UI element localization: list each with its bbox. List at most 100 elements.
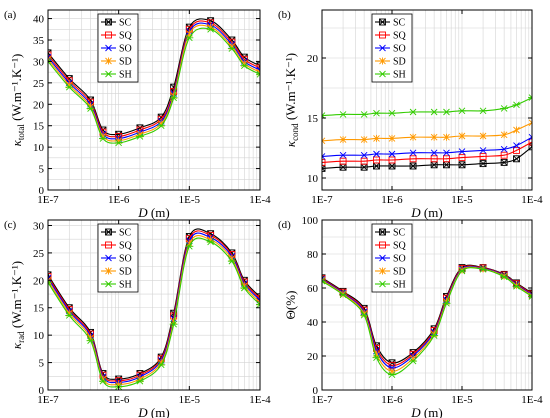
data-point-sh — [98, 135, 107, 142]
data-point-sq — [360, 157, 368, 165]
y-tick-label: 20 — [33, 275, 45, 287]
data-point-sh — [240, 284, 249, 292]
data-point-so — [373, 150, 380, 158]
plot-area — [48, 228, 260, 390]
legend-marker-sh — [104, 280, 113, 288]
legend-label-sq: SQ — [393, 241, 407, 252]
data-point-so — [430, 149, 438, 157]
chart-panel: 1E-7 1E-6 1E-5 1E-4 0 20 40 60 80 100 D (m) Θ(%) (d)… — [278, 215, 543, 418]
data-point-sh — [98, 377, 107, 385]
series-line-sq — [48, 20, 260, 138]
data-point-sc — [322, 164, 326, 172]
data-point-so — [458, 148, 466, 155]
x-axis-label: D (m) — [410, 205, 442, 220]
x-tick-label: 1E-4 — [249, 194, 271, 206]
y-tick-label: 40 — [33, 14, 45, 26]
y-tick-label: 40 — [307, 317, 319, 329]
legend-box — [97, 223, 139, 293]
y-tick-label: 25 — [33, 78, 45, 90]
legend-marker-sd — [105, 57, 112, 65]
legend-marker-sq — [379, 241, 386, 249]
x-axis-label-unit: (m) — [148, 405, 170, 418]
y-axis-label-symbol: κ — [9, 139, 24, 146]
data-point-sh — [528, 293, 532, 300]
data-point-sc — [513, 155, 520, 163]
data-point-sd — [443, 133, 450, 141]
data-point-sh — [185, 243, 194, 250]
series-line-so — [48, 22, 260, 140]
data-point-sh — [430, 108, 439, 116]
x-axis-label-var: D — [410, 405, 421, 418]
legend-label-so: SO — [119, 254, 132, 265]
x-axis-label-var: D — [137, 405, 148, 418]
data-point-sq — [373, 156, 380, 164]
series-line-sh — [322, 267, 532, 376]
data-point-sh — [157, 122, 166, 130]
x-tick-label: 1E-6 — [108, 394, 130, 406]
y-tick-label: 60 — [307, 283, 319, 295]
y-tick-label: 30 — [33, 56, 45, 68]
legend-label-so: SO — [393, 254, 406, 265]
data-point-so — [479, 147, 487, 154]
data-point-sh — [512, 101, 521, 109]
y-tick-label: 5 — [39, 358, 45, 370]
data-point-sh — [500, 273, 509, 281]
legend-marker-sh — [378, 70, 387, 78]
data-point-sh — [458, 267, 466, 275]
legend-marker-sc — [105, 18, 112, 26]
data-point-sh — [206, 25, 215, 33]
data-point-sd — [458, 132, 466, 140]
data-point-sh — [442, 108, 451, 116]
y-tick-label: 10 — [33, 142, 45, 154]
legend-marker-sd — [105, 267, 112, 275]
data-point-sc — [430, 161, 438, 169]
data-point-sh — [442, 299, 451, 307]
data-point-sh — [339, 111, 348, 118]
legend-marker-sc — [105, 228, 112, 236]
data-point-sc — [48, 271, 52, 279]
series-line-sq — [322, 141, 532, 163]
y-axis-label: Θ(%) — [283, 291, 298, 320]
data-point-sh — [206, 238, 215, 246]
legend-marker-sd — [379, 267, 386, 275]
legend-marker-so — [379, 254, 386, 262]
chart-panel: 1E-7 1E-6 1E-5 1E-4 0 5 10 15 20 25 30 D (m) κrad (W… — [4, 219, 271, 418]
data-point-sq — [528, 138, 532, 146]
legend-marker-so — [379, 44, 386, 52]
data-point-so — [360, 151, 368, 159]
data-point-so — [339, 151, 347, 159]
data-point-sq — [443, 155, 450, 163]
data-point-sc — [500, 159, 508, 166]
legend-label-sq: SQ — [119, 31, 133, 42]
data-point-sq — [48, 273, 52, 280]
data-point-sh — [512, 282, 521, 290]
x-tick-label: 1E-6 — [108, 194, 130, 206]
data-point-sd — [430, 133, 438, 141]
x-axis-label: D (m) — [410, 405, 442, 418]
data-point-sd — [513, 126, 520, 134]
data-point-sc — [528, 143, 532, 151]
chart-panel: 1E-7 1E-6 1E-5 1E-4 0 5 10 15 20 25 30 35 40 D (m) κto… — [4, 9, 271, 220]
data-point-sd — [528, 119, 532, 127]
data-point-sc — [409, 162, 417, 170]
plot-area — [322, 94, 532, 172]
panel-label: (d) — [278, 219, 291, 231]
data-point-so — [528, 133, 532, 141]
data-point-sh — [388, 371, 396, 379]
data-point-sq — [430, 155, 438, 163]
plot-area — [322, 264, 532, 379]
data-point-sq — [479, 152, 487, 160]
data-point-sh — [135, 133, 144, 140]
data-point-sh — [339, 291, 348, 299]
data-point-sh — [430, 332, 439, 339]
data-point-sq — [388, 156, 396, 164]
data-point-so — [388, 150, 396, 158]
data-point-sc — [513, 155, 520, 163]
data-point-sh — [528, 94, 532, 101]
data-point-sh — [157, 361, 166, 369]
data-point-sh — [256, 301, 260, 308]
plot-area — [48, 17, 260, 147]
x-tick-label: 1E-6 — [381, 194, 403, 206]
data-point-sc — [360, 163, 368, 171]
